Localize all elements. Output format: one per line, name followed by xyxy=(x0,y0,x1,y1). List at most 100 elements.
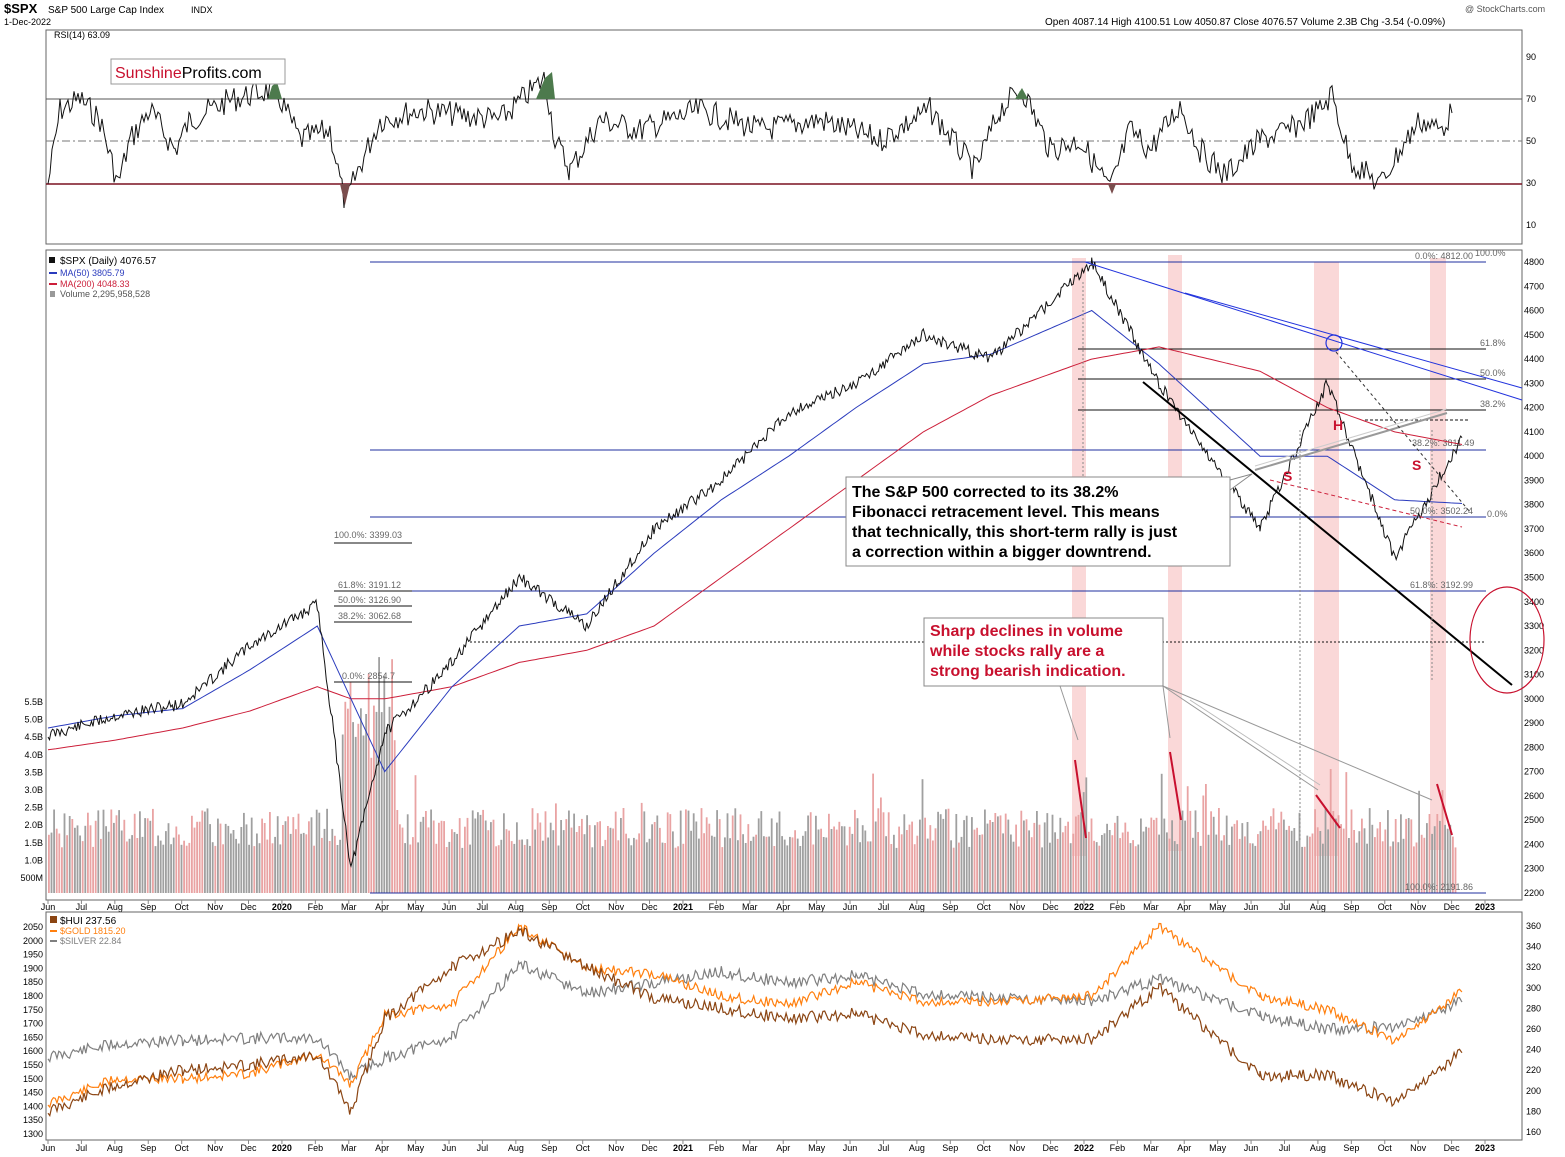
volume-bar xyxy=(1301,846,1303,893)
volume-bar xyxy=(581,818,583,893)
volume-bar xyxy=(1259,831,1262,893)
volume-bar xyxy=(570,827,573,893)
x-tick-label: Sep xyxy=(942,902,958,912)
rsi-overbought-fill xyxy=(536,72,555,99)
volume-bar xyxy=(1290,830,1293,893)
x-tick-label: Jun xyxy=(41,1143,56,1153)
volume-bar xyxy=(505,829,508,893)
x-tick-label: Nov xyxy=(207,902,224,912)
volume-bar xyxy=(279,844,282,893)
volume-bar xyxy=(1132,840,1134,893)
volume-bar xyxy=(1236,820,1238,893)
volume-bar xyxy=(1420,834,1423,893)
volume-bar xyxy=(113,822,115,893)
volume-bar xyxy=(404,843,406,893)
volume-bar xyxy=(63,813,66,893)
volume-bar xyxy=(1431,833,1433,893)
volume-bar xyxy=(906,830,908,893)
volume-bar xyxy=(1306,835,1309,893)
volume-bar xyxy=(973,829,976,893)
volume-bar xyxy=(1111,835,1114,893)
volume-bar xyxy=(1238,838,1241,893)
rsi-tick-label: 70 xyxy=(1526,94,1536,104)
volume-bar xyxy=(1189,810,1192,893)
hui-tick-label: 220 xyxy=(1526,1065,1541,1075)
volume-bar xyxy=(209,824,211,893)
price-tick-label: 4800 xyxy=(1524,257,1544,267)
volume-bar xyxy=(1106,823,1108,893)
volume-bar xyxy=(848,826,851,893)
volume-bar xyxy=(1075,816,1077,893)
volume-bar xyxy=(887,812,890,893)
volume-bar xyxy=(1134,846,1137,893)
volume-bar xyxy=(92,846,94,893)
volume-bar xyxy=(994,813,997,893)
highlight-band xyxy=(1314,262,1339,856)
x-tick-label: Dec xyxy=(241,902,258,912)
x-tick-label: Sep xyxy=(541,902,557,912)
volume-bar xyxy=(1345,772,1348,893)
volume-bar xyxy=(240,827,243,893)
volume-bar xyxy=(679,810,682,893)
brand-logo: SunshineProfits.com xyxy=(115,65,262,82)
legend-volume: Volume 2,295,958,528 xyxy=(60,289,150,299)
volume-bar xyxy=(1142,831,1145,893)
volume-bar xyxy=(1366,843,1368,893)
x-tick-label: Mar xyxy=(742,1143,758,1153)
volume-bar xyxy=(1275,829,1277,893)
volume-bar xyxy=(1449,824,1452,893)
volume-bar xyxy=(1101,835,1103,893)
price-tick-label: 4300 xyxy=(1524,378,1544,388)
volume-bar xyxy=(1452,836,1454,893)
volume-bar xyxy=(557,845,560,893)
volume-bar xyxy=(172,837,175,893)
volume-bar xyxy=(599,821,601,893)
volume-bar xyxy=(126,841,128,893)
hui-line xyxy=(47,925,1463,1117)
volume-bar xyxy=(750,840,752,893)
volume-tick-label: 500M xyxy=(20,873,43,883)
volume-bar xyxy=(664,843,666,893)
volume-bar xyxy=(1397,842,1400,893)
volume-bar xyxy=(552,830,555,893)
volume-bar xyxy=(653,822,656,893)
volume-bar xyxy=(534,829,536,893)
x-tick-label: Apr xyxy=(776,1143,790,1153)
volume-bar xyxy=(1069,843,1072,893)
hui-tick-label: 200 xyxy=(1526,1086,1541,1096)
volume-bar xyxy=(1181,810,1184,893)
volume-bar xyxy=(440,820,443,893)
volume-bar xyxy=(841,826,843,893)
volume-bar xyxy=(87,812,89,893)
volume-bar xyxy=(50,832,53,893)
volume-bar xyxy=(817,829,820,893)
volume-bar xyxy=(448,841,451,893)
volume-bar xyxy=(869,841,872,893)
volume-bar xyxy=(503,813,505,893)
volume-bar xyxy=(677,846,679,893)
volume-bar xyxy=(900,834,903,893)
volume-bar xyxy=(989,820,991,893)
volume-tick-label: 3.5B xyxy=(24,767,43,777)
annotation-black-callout: The S&P 500 corrected to its 38.2% Fibon… xyxy=(845,473,1253,567)
volume-bar xyxy=(1090,818,1093,893)
volume-bar xyxy=(492,819,495,893)
volume-bar xyxy=(695,821,698,893)
x-tick-label: May xyxy=(407,902,425,912)
volume-bar xyxy=(1168,838,1171,893)
volume-bar xyxy=(1418,790,1420,893)
volume-bar xyxy=(1376,828,1379,893)
x-tick-label: Dec xyxy=(642,902,659,912)
volume-bar xyxy=(1280,811,1283,893)
x-tick-label: Feb xyxy=(709,902,725,912)
volume-bar xyxy=(1202,795,1205,893)
symbol: $SPX xyxy=(4,1,38,16)
fib-label: 50.0%: 3126.90 xyxy=(338,595,401,605)
volume-bar xyxy=(565,819,568,893)
x-tick-label: Jun xyxy=(41,902,56,912)
volume-bar xyxy=(276,816,279,893)
volume-bar xyxy=(471,810,474,893)
volume-bar xyxy=(266,839,269,893)
volume-bar xyxy=(406,814,409,893)
fib-label: 0.0%: 4812.00 xyxy=(1415,251,1473,261)
